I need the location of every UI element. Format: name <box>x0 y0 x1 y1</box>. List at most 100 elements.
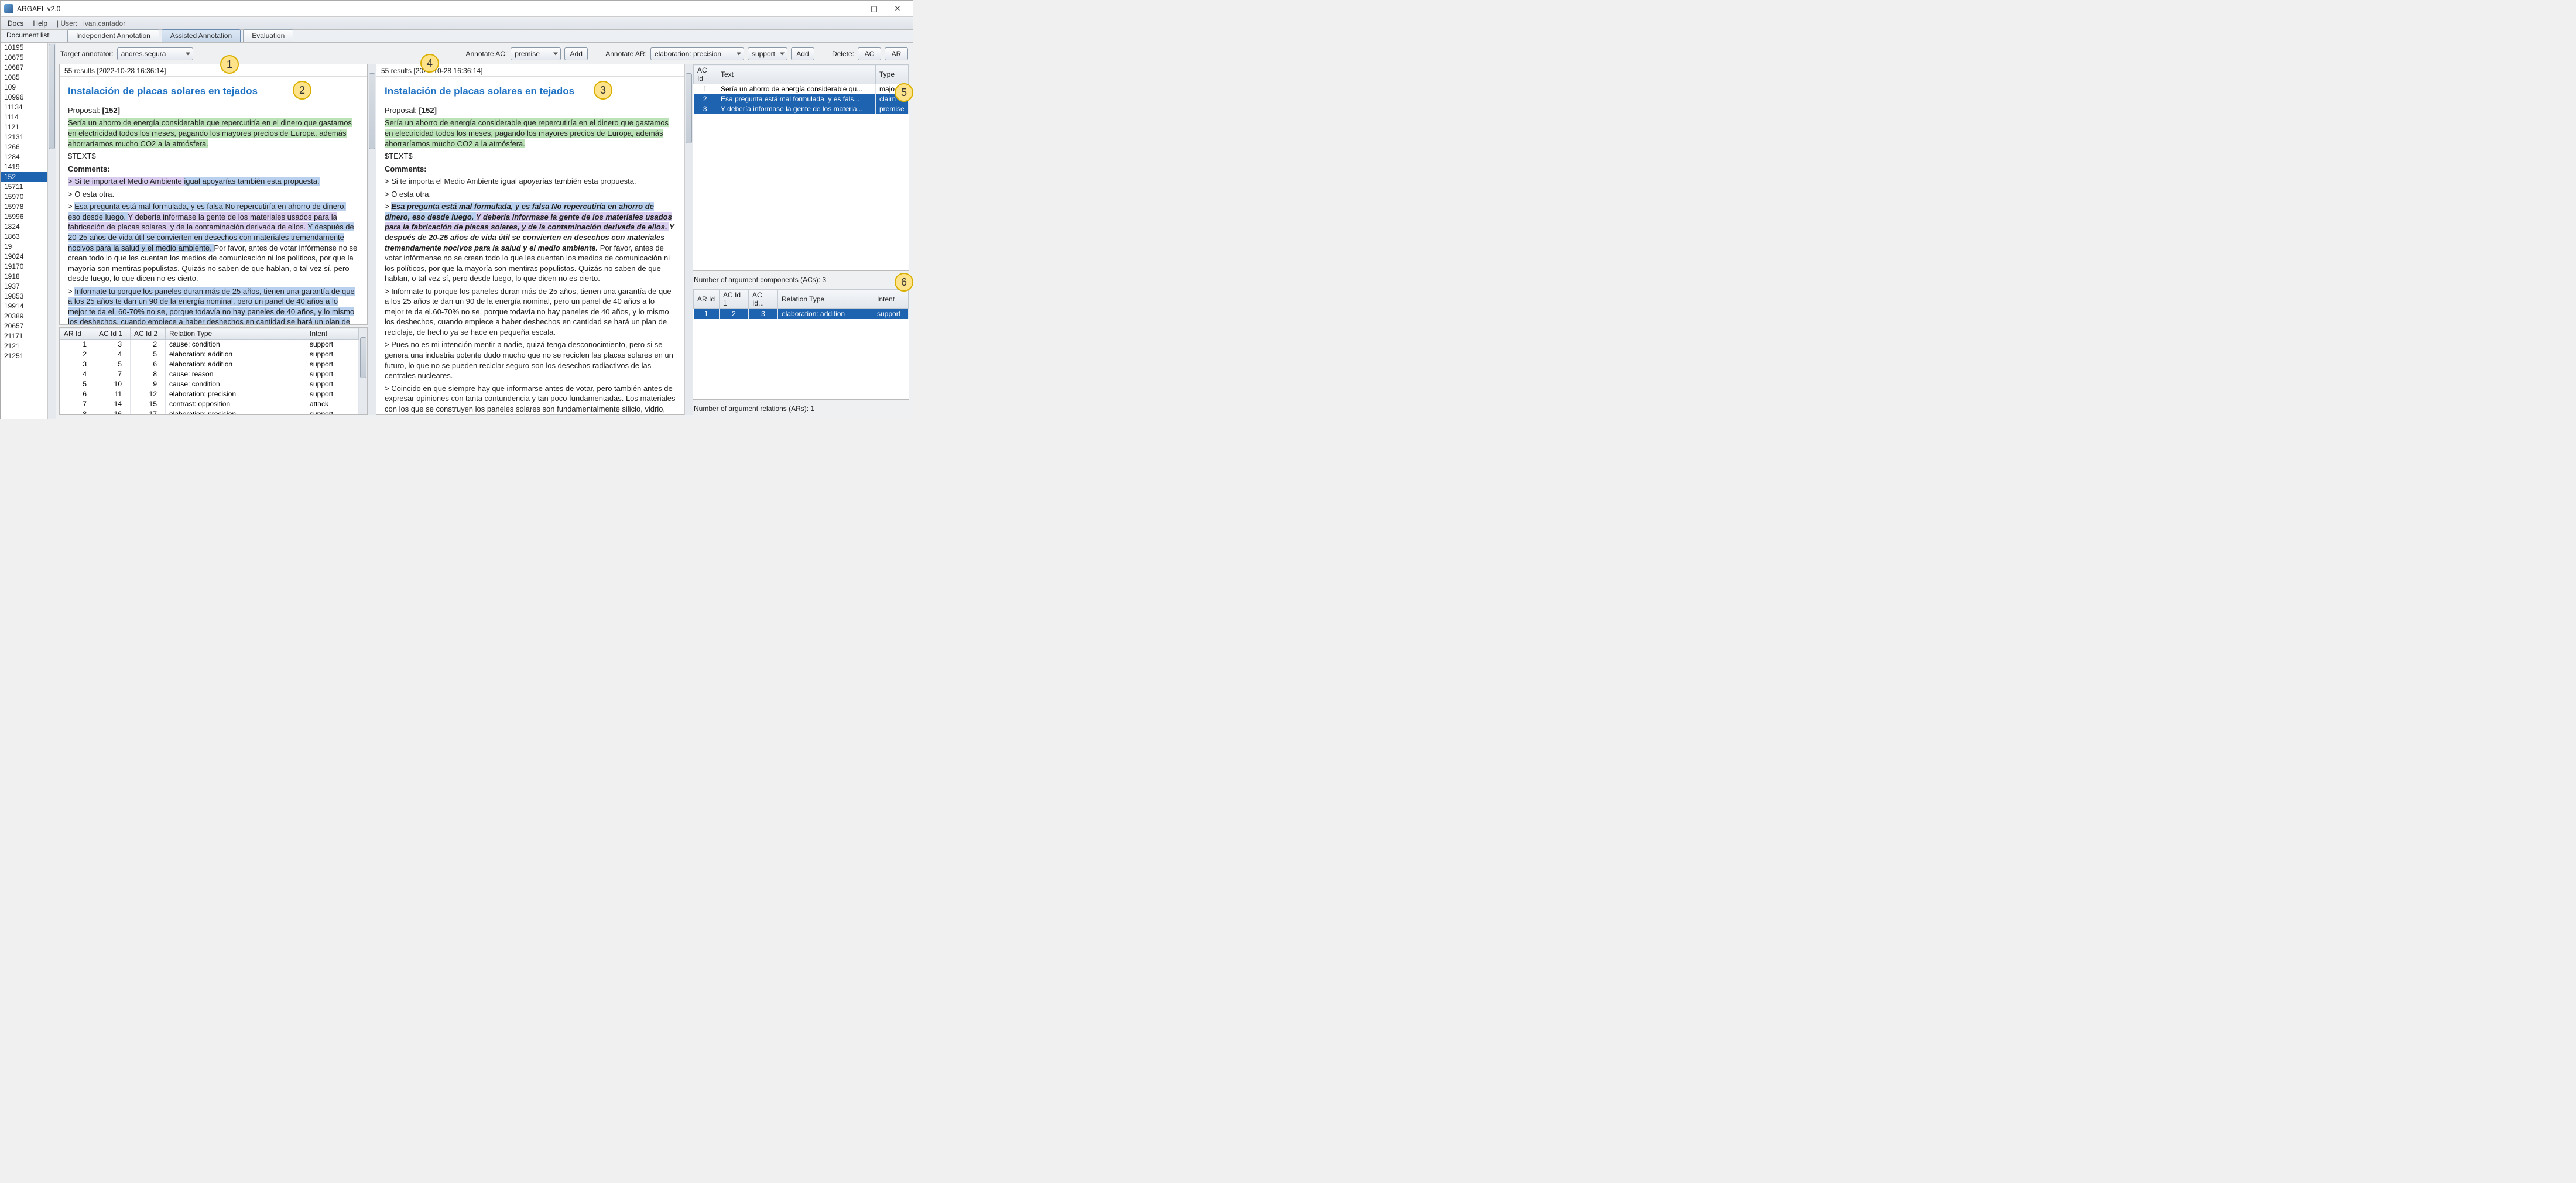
sidebar-item[interactable]: 11134 <box>1 102 47 112</box>
table-row[interactable]: 123elaboration: additionsupport <box>694 309 909 319</box>
annotate-ar-select[interactable]: elaboration: precision <box>650 47 744 60</box>
sidebar-item[interactable]: 19170 <box>1 262 47 272</box>
window-title: ARGAEL v2.0 <box>17 5 60 13</box>
panels: 55 results [2022-10-28 16:36:14] Instala… <box>59 64 909 415</box>
sidebar-item[interactable]: 1284 <box>1 152 47 162</box>
document-list-label: Document list: <box>6 29 53 42</box>
badge-1: 1 <box>220 55 239 74</box>
tab-independent[interactable]: Independent Annotation <box>67 29 159 42</box>
annotate-ac-select[interactable]: premise <box>511 47 561 60</box>
table-row[interactable]: 1Sería un ahorro de energía considerable… <box>694 84 909 94</box>
sidebar-item[interactable]: 20657 <box>1 321 47 331</box>
sidebar-item[interactable]: 1918 <box>1 272 47 282</box>
middle-panel-scrollbar[interactable] <box>684 64 693 415</box>
menu-user-prefix: | User: <box>53 18 81 29</box>
sidebar-item[interactable]: 2121 <box>1 341 47 351</box>
annotate-ac-label: Annotate AC: <box>466 50 508 58</box>
sidebar-item[interactable]: 1824 <box>1 222 47 232</box>
annotate-ar-value: elaboration: precision <box>655 50 721 58</box>
left-panel-scrollbar[interactable] <box>368 64 376 415</box>
sidebar-item[interactable]: 15970 <box>1 192 47 202</box>
highlight-green[interactable]: Sería un ahorro de energía considerable … <box>68 118 352 148</box>
sidebar-item[interactable]: 1863 <box>1 232 47 242</box>
body: 1019510675106871085109109961113411141121… <box>1 43 913 419</box>
sidebar-item[interactable]: 10195 <box>1 43 47 53</box>
sidebar-item[interactable]: 15711 <box>1 182 47 192</box>
delete-ar-button[interactable]: AR <box>885 47 908 60</box>
article-title-right: Instalación de placas solares en tejados <box>385 85 676 98</box>
target-annotator-select[interactable]: andres.segura <box>117 47 193 60</box>
comments-label: Comments: <box>68 164 359 174</box>
highlight-green-r[interactable]: Sería un ahorro de energía considerable … <box>385 118 669 148</box>
table-row[interactable]: 61112elaboration: precisionsupport <box>60 389 359 399</box>
ar-table-right[interactable]: AR IdAC Id 1AC Id...Relation TypeIntent1… <box>693 289 909 319</box>
sidebar-item[interactable]: 21251 <box>1 351 47 361</box>
badge-5: 5 <box>895 83 913 102</box>
app-window: ARGAEL v2.0 — ▢ ✕ Docs Help | User: ivan… <box>0 0 913 419</box>
sidebar-item[interactable]: 20389 <box>1 311 47 321</box>
sidebar-item[interactable]: 19914 <box>1 301 47 311</box>
sidebar-item[interactable]: 1085 <box>1 73 47 83</box>
comment-r1a: > Si te importa el Medio Ambiente <box>385 177 501 186</box>
ar-table-left[interactable]: AR IdAC Id 1AC Id 2Relation TypeIntent13… <box>60 328 359 414</box>
delete-ac-button[interactable]: AC <box>858 47 881 60</box>
minimize-button[interactable]: — <box>839 2 862 15</box>
sidebar-item[interactable]: 1419 <box>1 162 47 172</box>
table-row[interactable]: 3Y debería informase la gente de los mat… <box>694 104 909 114</box>
sidebar-item[interactable]: 15996 <box>1 212 47 222</box>
ar-left-scrollbar[interactable] <box>359 328 367 414</box>
sidebar-item[interactable]: 1266 <box>1 142 47 152</box>
maximize-button[interactable]: ▢ <box>862 2 886 15</box>
comment-r6: > Coincido en que siempre hay que inform… <box>385 383 676 414</box>
table-row[interactable]: 478cause: reasonsupport <box>60 369 359 379</box>
sidebar-item[interactable]: 19853 <box>1 292 47 301</box>
table-row[interactable]: 81617elaboration: precisionsupport <box>60 409 359 415</box>
target-annotator-value: andres.segura <box>121 50 166 58</box>
ac-table-wrap: AC IdTextType1Sería un ahorro de energía… <box>693 64 909 271</box>
table-row[interactable]: 132cause: conditionsupport <box>60 340 359 349</box>
left-content[interactable]: Instalación de placas solares en tejados… <box>60 77 367 324</box>
menu-docs[interactable]: Docs <box>4 18 27 29</box>
sidebar-item[interactable]: 21171 <box>1 331 47 341</box>
article-title-left: Instalación de placas solares en tejados <box>68 85 359 98</box>
reading-panel-left: 55 results [2022-10-28 16:36:14] Instala… <box>59 64 368 325</box>
table-row[interactable]: 5109cause: conditionsupport <box>60 379 359 389</box>
badge-3: 3 <box>594 81 612 100</box>
tab-assisted[interactable]: Assisted Annotation <box>162 29 241 42</box>
comment-2: > O esta otra. <box>68 189 359 200</box>
tab-evaluation[interactable]: Evaluation <box>243 29 293 42</box>
sidebar-item[interactable]: 10687 <box>1 63 47 73</box>
text-placeholder: $TEXT$ <box>68 151 359 162</box>
right-content[interactable]: Instalación de placas solares en tejados… <box>376 77 684 414</box>
close-button[interactable]: ✕ <box>886 2 909 15</box>
sidebar-scrollbar[interactable] <box>47 43 56 419</box>
badge-4: 4 <box>420 54 439 73</box>
annotate-ar-intent-select[interactable]: support <box>748 47 787 60</box>
sidebar-item[interactable]: 1121 <box>1 122 47 132</box>
sidebar-item[interactable]: 10996 <box>1 92 47 102</box>
table-row[interactable]: 2Esa pregunta está mal formulada, y es f… <box>694 94 909 104</box>
table-row[interactable]: 71415contrast: oppositionattack <box>60 399 359 409</box>
sidebar-item[interactable]: 152 <box>1 172 47 182</box>
sidebar-item[interactable]: 109 <box>1 83 47 92</box>
table-row[interactable]: 356elaboration: additionsupport <box>60 359 359 369</box>
document-sidebar: 1019510675106871085109109961113411141121… <box>1 43 47 419</box>
add-ar-button[interactable]: Add <box>791 47 814 60</box>
comment-1b[interactable]: igual apoyarías también esta propuesta. <box>184 177 319 186</box>
sidebar-item[interactable]: 1937 <box>1 282 47 292</box>
table-row[interactable]: 245elaboration: additionsupport <box>60 349 359 359</box>
comment-4[interactable]: Informate tu porque los paneles duran má… <box>68 287 355 324</box>
menu-help[interactable]: Help <box>29 18 51 29</box>
add-ac-button[interactable]: Add <box>564 47 588 60</box>
annotate-ar-intent-value: support <box>752 50 775 58</box>
sidebar-item[interactable]: 1114 <box>1 112 47 122</box>
sidebar-item[interactable]: 15978 <box>1 202 47 212</box>
sidebar-item[interactable]: 10675 <box>1 53 47 63</box>
sidebar-item[interactable]: 19024 <box>1 252 47 262</box>
sidebar-item[interactable]: 19 <box>1 242 47 252</box>
comment-1a[interactable]: > Si te importa el Medio Ambiente <box>68 177 184 186</box>
comments-label-r: Comments: <box>385 164 676 174</box>
comment-r1b: igual apoyarías también esta propuesta. <box>501 177 636 186</box>
sidebar-item[interactable]: 12131 <box>1 132 47 142</box>
ac-table[interactable]: AC IdTextType1Sería un ahorro de energía… <box>693 64 909 114</box>
